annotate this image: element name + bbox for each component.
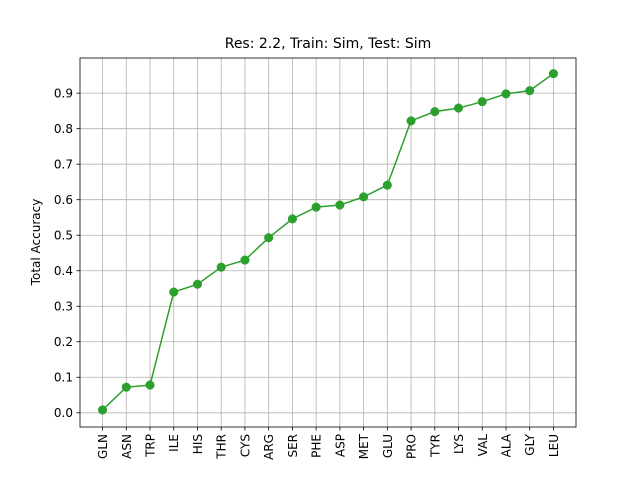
data-point xyxy=(121,382,131,392)
x-tick-label: THR xyxy=(215,434,229,460)
series-layer xyxy=(97,69,559,415)
data-point xyxy=(501,89,511,99)
y-tick-label: 0.1 xyxy=(54,371,73,385)
x-tick-label: ARG xyxy=(262,434,276,460)
axis-layer: GLN ASN TRP ILE HIS THR CYS ARG SER PHE ASP MET GLU P… xyxy=(54,57,577,460)
x-tick-label: LYS xyxy=(452,434,466,454)
data-point xyxy=(145,380,155,390)
x-tick-label: GLY xyxy=(523,433,537,455)
x-tick-label: PHE xyxy=(310,434,324,458)
y-axis-label: Total Accuracy xyxy=(29,199,43,287)
grid-layer xyxy=(80,58,576,427)
data-point xyxy=(192,279,203,289)
x-tick-label: PRO xyxy=(405,434,419,459)
x-tick-label: LEU xyxy=(547,434,561,457)
data-point xyxy=(525,86,535,96)
data-point xyxy=(430,107,440,117)
data-point xyxy=(216,262,226,272)
x-tick-label: SER xyxy=(286,434,300,458)
data-point xyxy=(477,97,487,107)
x-tick-label: TYR xyxy=(428,434,442,458)
data-point xyxy=(359,192,369,202)
data-point xyxy=(97,405,108,415)
y-tick-label: 0.4 xyxy=(54,264,73,278)
x-tick-label: GLU xyxy=(381,434,395,458)
data-point xyxy=(548,69,559,79)
y-tick-label: 0.8 xyxy=(54,122,73,136)
data-point xyxy=(264,233,274,243)
y-tick-label: 0.5 xyxy=(54,229,73,243)
x-tick-label: VAL xyxy=(476,434,490,457)
x-tick-label: MET xyxy=(357,433,371,459)
x-tick-label: ASP xyxy=(333,434,347,457)
chart-title: Res: 2.2, Train: Sim, Test: Sim xyxy=(225,36,432,52)
x-tick-label: GLN xyxy=(96,434,110,459)
y-tick-label: 0.9 xyxy=(54,86,73,100)
y-tick-label: 0.0 xyxy=(54,406,73,420)
data-point xyxy=(406,116,416,126)
data-point xyxy=(169,287,179,297)
data-point xyxy=(453,103,464,113)
plot-background xyxy=(80,58,576,427)
y-tick-label: 0.7 xyxy=(54,157,73,171)
x-tick-label: ASN xyxy=(120,434,134,459)
y-tick-label: 0.2 xyxy=(54,335,73,349)
x-tick-label: ALA xyxy=(499,433,513,457)
plot-frame xyxy=(79,57,577,428)
data-point xyxy=(382,180,392,190)
y-tick-label: 0.6 xyxy=(54,193,73,207)
x-tick-label: TRP xyxy=(144,434,158,458)
data-point xyxy=(335,200,345,210)
data-point xyxy=(311,202,321,212)
y-tick-label: 0.3 xyxy=(54,300,73,314)
data-point xyxy=(240,255,250,265)
x-tick-label: ILE xyxy=(167,434,181,452)
data-point xyxy=(287,214,297,224)
x-tick-label: CYS xyxy=(238,434,252,457)
x-tick-label: HIS xyxy=(191,434,205,454)
